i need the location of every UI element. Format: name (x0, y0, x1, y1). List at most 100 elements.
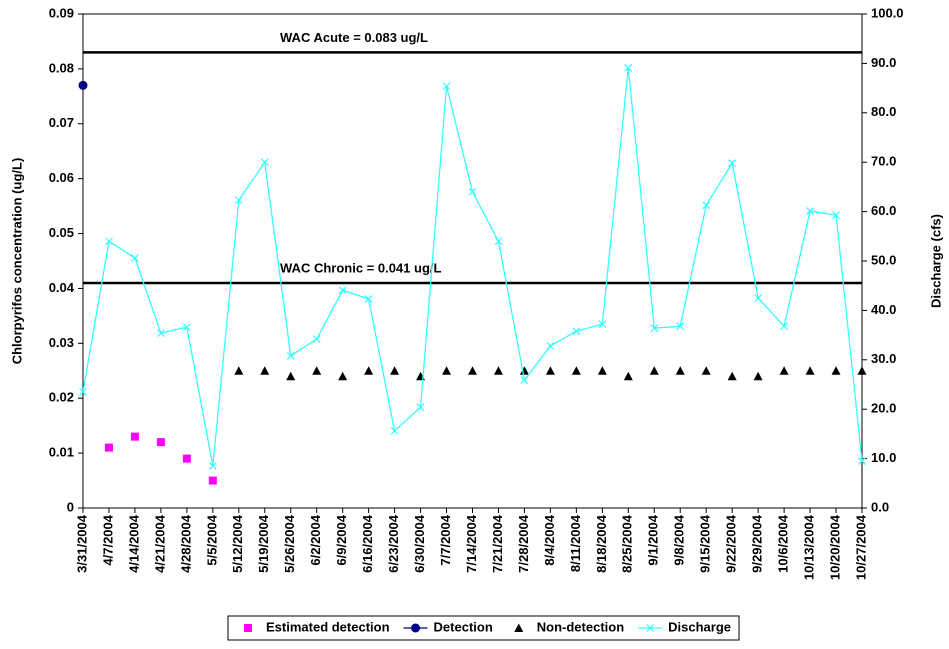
x-tick-label: 4/28/2004 (178, 514, 193, 573)
data-point (753, 371, 763, 381)
data-point (571, 366, 581, 375)
y2-tick-label: 40.0 (871, 302, 896, 317)
x-tick-label: 10/13/2004 (802, 514, 817, 580)
legend-label: Non-detection (537, 619, 624, 634)
data-point (545, 366, 555, 375)
x-tick-label: 5/19/2004 (256, 514, 271, 573)
data-point (780, 322, 789, 331)
data-point (468, 366, 477, 375)
x-tick-label: 7/7/2004 (438, 514, 453, 565)
data-point (234, 196, 243, 205)
data-point (286, 371, 296, 381)
x-tick-label: 4/14/2004 (126, 514, 141, 573)
y-axis-title: Chlorpyrifos concentration (ug/L) (9, 158, 24, 365)
y-tick-label: 0.08 (49, 60, 74, 75)
data-point (805, 366, 815, 375)
legend-label: Discharge (668, 619, 731, 634)
x-tick-label: 10/20/2004 (827, 514, 842, 580)
data-point (676, 322, 685, 331)
data-point (312, 366, 322, 375)
y2-tick-label: 70.0 (871, 154, 896, 169)
data-point (520, 376, 529, 384)
x-tick-label: 6/16/2004 (360, 514, 375, 573)
x-tick-label: 8/18/2004 (594, 514, 609, 573)
data-point (286, 351, 295, 360)
x-tick-label: 5/26/2004 (282, 514, 297, 573)
x-tick-label: 6/23/2004 (386, 514, 401, 573)
y-tick-label: 0.04 (49, 280, 75, 295)
data-point (598, 320, 607, 329)
data-point (806, 207, 814, 216)
data-point (597, 366, 607, 375)
data-point (832, 211, 840, 219)
data-point (675, 366, 685, 375)
data-point (727, 371, 737, 381)
legend: Estimated detection Detection Non-detectio… (227, 615, 740, 641)
data-point (105, 237, 113, 246)
legend-label: Detection (434, 619, 493, 634)
data-point (338, 286, 347, 295)
data-point (260, 366, 270, 375)
y2-tick-label: 0.0 (871, 499, 889, 514)
y2-tick-label: 90.0 (871, 55, 896, 70)
y-tick-label: 0.09 (49, 5, 74, 20)
x-tick-label: 3/31/2004 (74, 514, 89, 573)
data-point (831, 366, 841, 375)
data-point (156, 438, 165, 447)
data-point (624, 63, 633, 72)
data-point (650, 324, 659, 333)
plot-area (82, 13, 863, 509)
data-point (623, 371, 633, 381)
data-point (156, 329, 165, 338)
data-point (182, 454, 191, 463)
data-point (519, 366, 529, 375)
y-tick-label: 0.05 (49, 225, 74, 240)
y2-tick-label: 80.0 (871, 104, 896, 119)
data-point (130, 432, 139, 441)
data-point (390, 366, 400, 375)
data-point (364, 366, 374, 375)
x-tick-label: 5/5/2004 (204, 514, 219, 565)
data-point (857, 366, 867, 375)
data-point (390, 427, 399, 435)
data-point (416, 403, 425, 412)
x-tick-label: 4/7/2004 (100, 514, 115, 565)
y2-tick-label: 20.0 (871, 401, 896, 416)
y2-tick-label: 30.0 (871, 351, 896, 366)
y2-tick-label: 100.0 (871, 5, 904, 20)
data-point (494, 237, 503, 246)
data-point (182, 323, 191, 332)
data-point (702, 201, 711, 210)
series-line (82, 67, 863, 467)
data-point (208, 476, 217, 485)
x-tick-label: 9/15/2004 (698, 514, 713, 573)
y-tick-label: 0.06 (49, 170, 74, 185)
x-tick-label: 9/1/2004 (646, 514, 661, 565)
y2-axis-title: Discharge (cfs) (928, 214, 943, 308)
y-tick-label: 0.03 (49, 335, 74, 350)
data-point (728, 159, 737, 168)
x-tick-label: 8/11/2004 (568, 514, 583, 572)
data-point (493, 366, 503, 375)
x-tick-label: 9/8/2004 (672, 514, 687, 565)
y2-tick-label: 60.0 (871, 203, 896, 218)
data-point (754, 294, 763, 302)
data-point (79, 387, 87, 396)
x-tick-label: 6/9/2004 (334, 514, 349, 565)
data-point (546, 342, 555, 350)
data-point (104, 443, 113, 452)
x-tick-label: 7/28/2004 (516, 514, 531, 573)
data-point (468, 187, 477, 196)
legend-marker (514, 623, 524, 632)
x-tick-label: 9/29/2004 (750, 514, 765, 573)
legend-marker (244, 624, 252, 632)
data-point (701, 366, 711, 375)
y-tick-label: 0.01 (49, 445, 74, 460)
x-tick-label: 7/21/2004 (490, 514, 505, 573)
data-point (364, 295, 373, 303)
data-point (260, 158, 269, 167)
legend-label: Estimated detection (266, 619, 390, 634)
y2-tick-label: 10.0 (871, 450, 896, 465)
